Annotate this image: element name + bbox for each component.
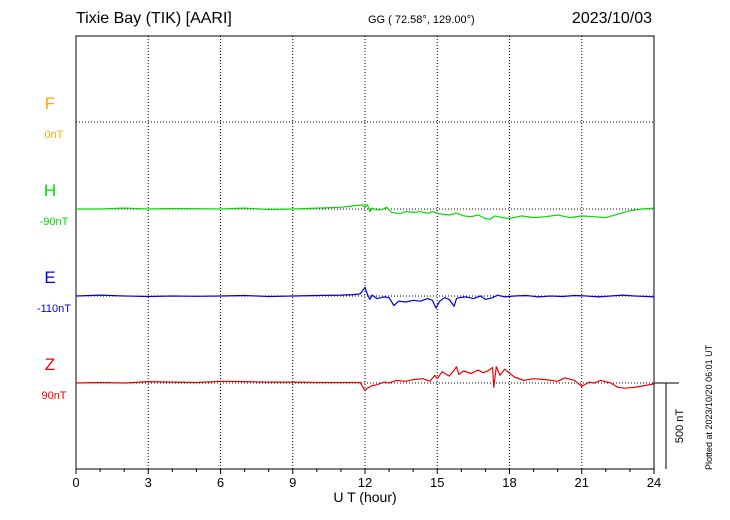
x-tick-label: 15: [430, 475, 444, 490]
series-layer: F 0nT H -90nT E -110nT Z 90nT: [37, 94, 655, 402]
x-tick-label: 21: [575, 475, 589, 490]
x-tick-label: 6: [217, 475, 224, 490]
series-name-f: F: [45, 94, 55, 113]
series-baseline-f: 0nT: [45, 129, 64, 141]
x-tick-label: 9: [289, 475, 296, 490]
x-tick-label: 0: [72, 475, 79, 490]
series-line-z: [75, 366, 655, 392]
series-line-h: [76, 204, 655, 220]
series-name-e: E: [44, 268, 55, 287]
series-name-z: Z: [45, 355, 55, 374]
coordinates-label: GG ( 72.58°, 129.00°): [368, 14, 475, 26]
x-tick-label: 12: [358, 475, 372, 490]
grid-layer: [76, 36, 654, 469]
x-tick-label: 18: [502, 475, 516, 490]
series-baseline-h: -90nT: [40, 216, 69, 228]
series-name-h: H: [44, 181, 56, 200]
x-axis-label: U T (hour): [333, 489, 396, 505]
date-label: 2023/10/03: [571, 10, 652, 27]
scale-bar: 500 nT: [654, 382, 686, 469]
series-line-e: [75, 286, 655, 309]
plotted-timestamp: Plotted at 2023/10/20 06:01 UT: [704, 344, 714, 470]
x-tick-label: 24: [647, 475, 661, 490]
x-axis: 0 3 6 9 12 15 18 21 24: [72, 469, 661, 490]
x-tick-label: 3: [145, 475, 152, 490]
series-baseline-e: -110nT: [37, 303, 71, 315]
series-baseline-z: 90nT: [41, 390, 66, 402]
scale-bar-label: 500 nT: [674, 409, 686, 444]
station-title: Tixie Bay (TIK) [AARI]: [76, 10, 232, 27]
